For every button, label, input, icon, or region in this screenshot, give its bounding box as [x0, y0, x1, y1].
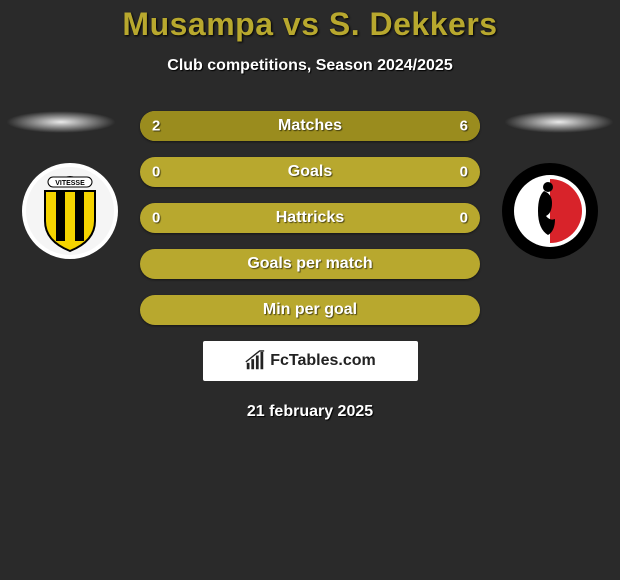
stat-bar: Hattricks0 0: [140, 203, 480, 233]
bar-value-right: 0: [460, 210, 468, 227]
bar-value-right: 0: [460, 164, 468, 181]
brand-box: FcTables.com: [203, 341, 418, 381]
bar-label: Hattricks: [140, 209, 480, 227]
bar-label: Goals per match: [140, 255, 480, 273]
bar-label: Matches: [140, 117, 480, 135]
vitesse-crest-icon: VITESSE: [20, 161, 120, 261]
shine-right: [504, 111, 614, 133]
stats-area: VITESSE Matches26Goals00Hattricks00Goals…: [0, 111, 620, 325]
stat-bar: Matches2 6: [140, 111, 480, 141]
bar-value-left: 0: [152, 164, 160, 181]
stat-bar: Goals per match: [140, 249, 480, 279]
brand-text: FcTables.com: [270, 352, 376, 370]
subtitle: Club competitions, Season 2024/2025: [0, 57, 620, 75]
date-text: 21 february 2025: [0, 403, 620, 421]
bar-value-left: 2: [152, 118, 160, 135]
bar-value-right: 6: [460, 118, 468, 135]
bar-value-left: 0: [152, 210, 160, 227]
crest-left-label: VITESSE: [55, 180, 85, 187]
shine-left: [6, 111, 116, 133]
bar-label: Min per goal: [140, 301, 480, 319]
brand-chart-icon: [244, 350, 266, 372]
club-crest-right: [500, 161, 600, 261]
helmond-crest-icon: [500, 161, 600, 261]
stat-bar: Goals0 0: [140, 157, 480, 187]
page-title: Musampa vs S. Dekkers: [0, 6, 620, 43]
stat-bars: Matches26Goals00Hattricks00Goals per mat…: [140, 111, 480, 325]
bar-label: Goals: [140, 163, 480, 181]
stat-bar: Min per goal: [140, 295, 480, 325]
club-crest-left: VITESSE: [20, 161, 120, 261]
